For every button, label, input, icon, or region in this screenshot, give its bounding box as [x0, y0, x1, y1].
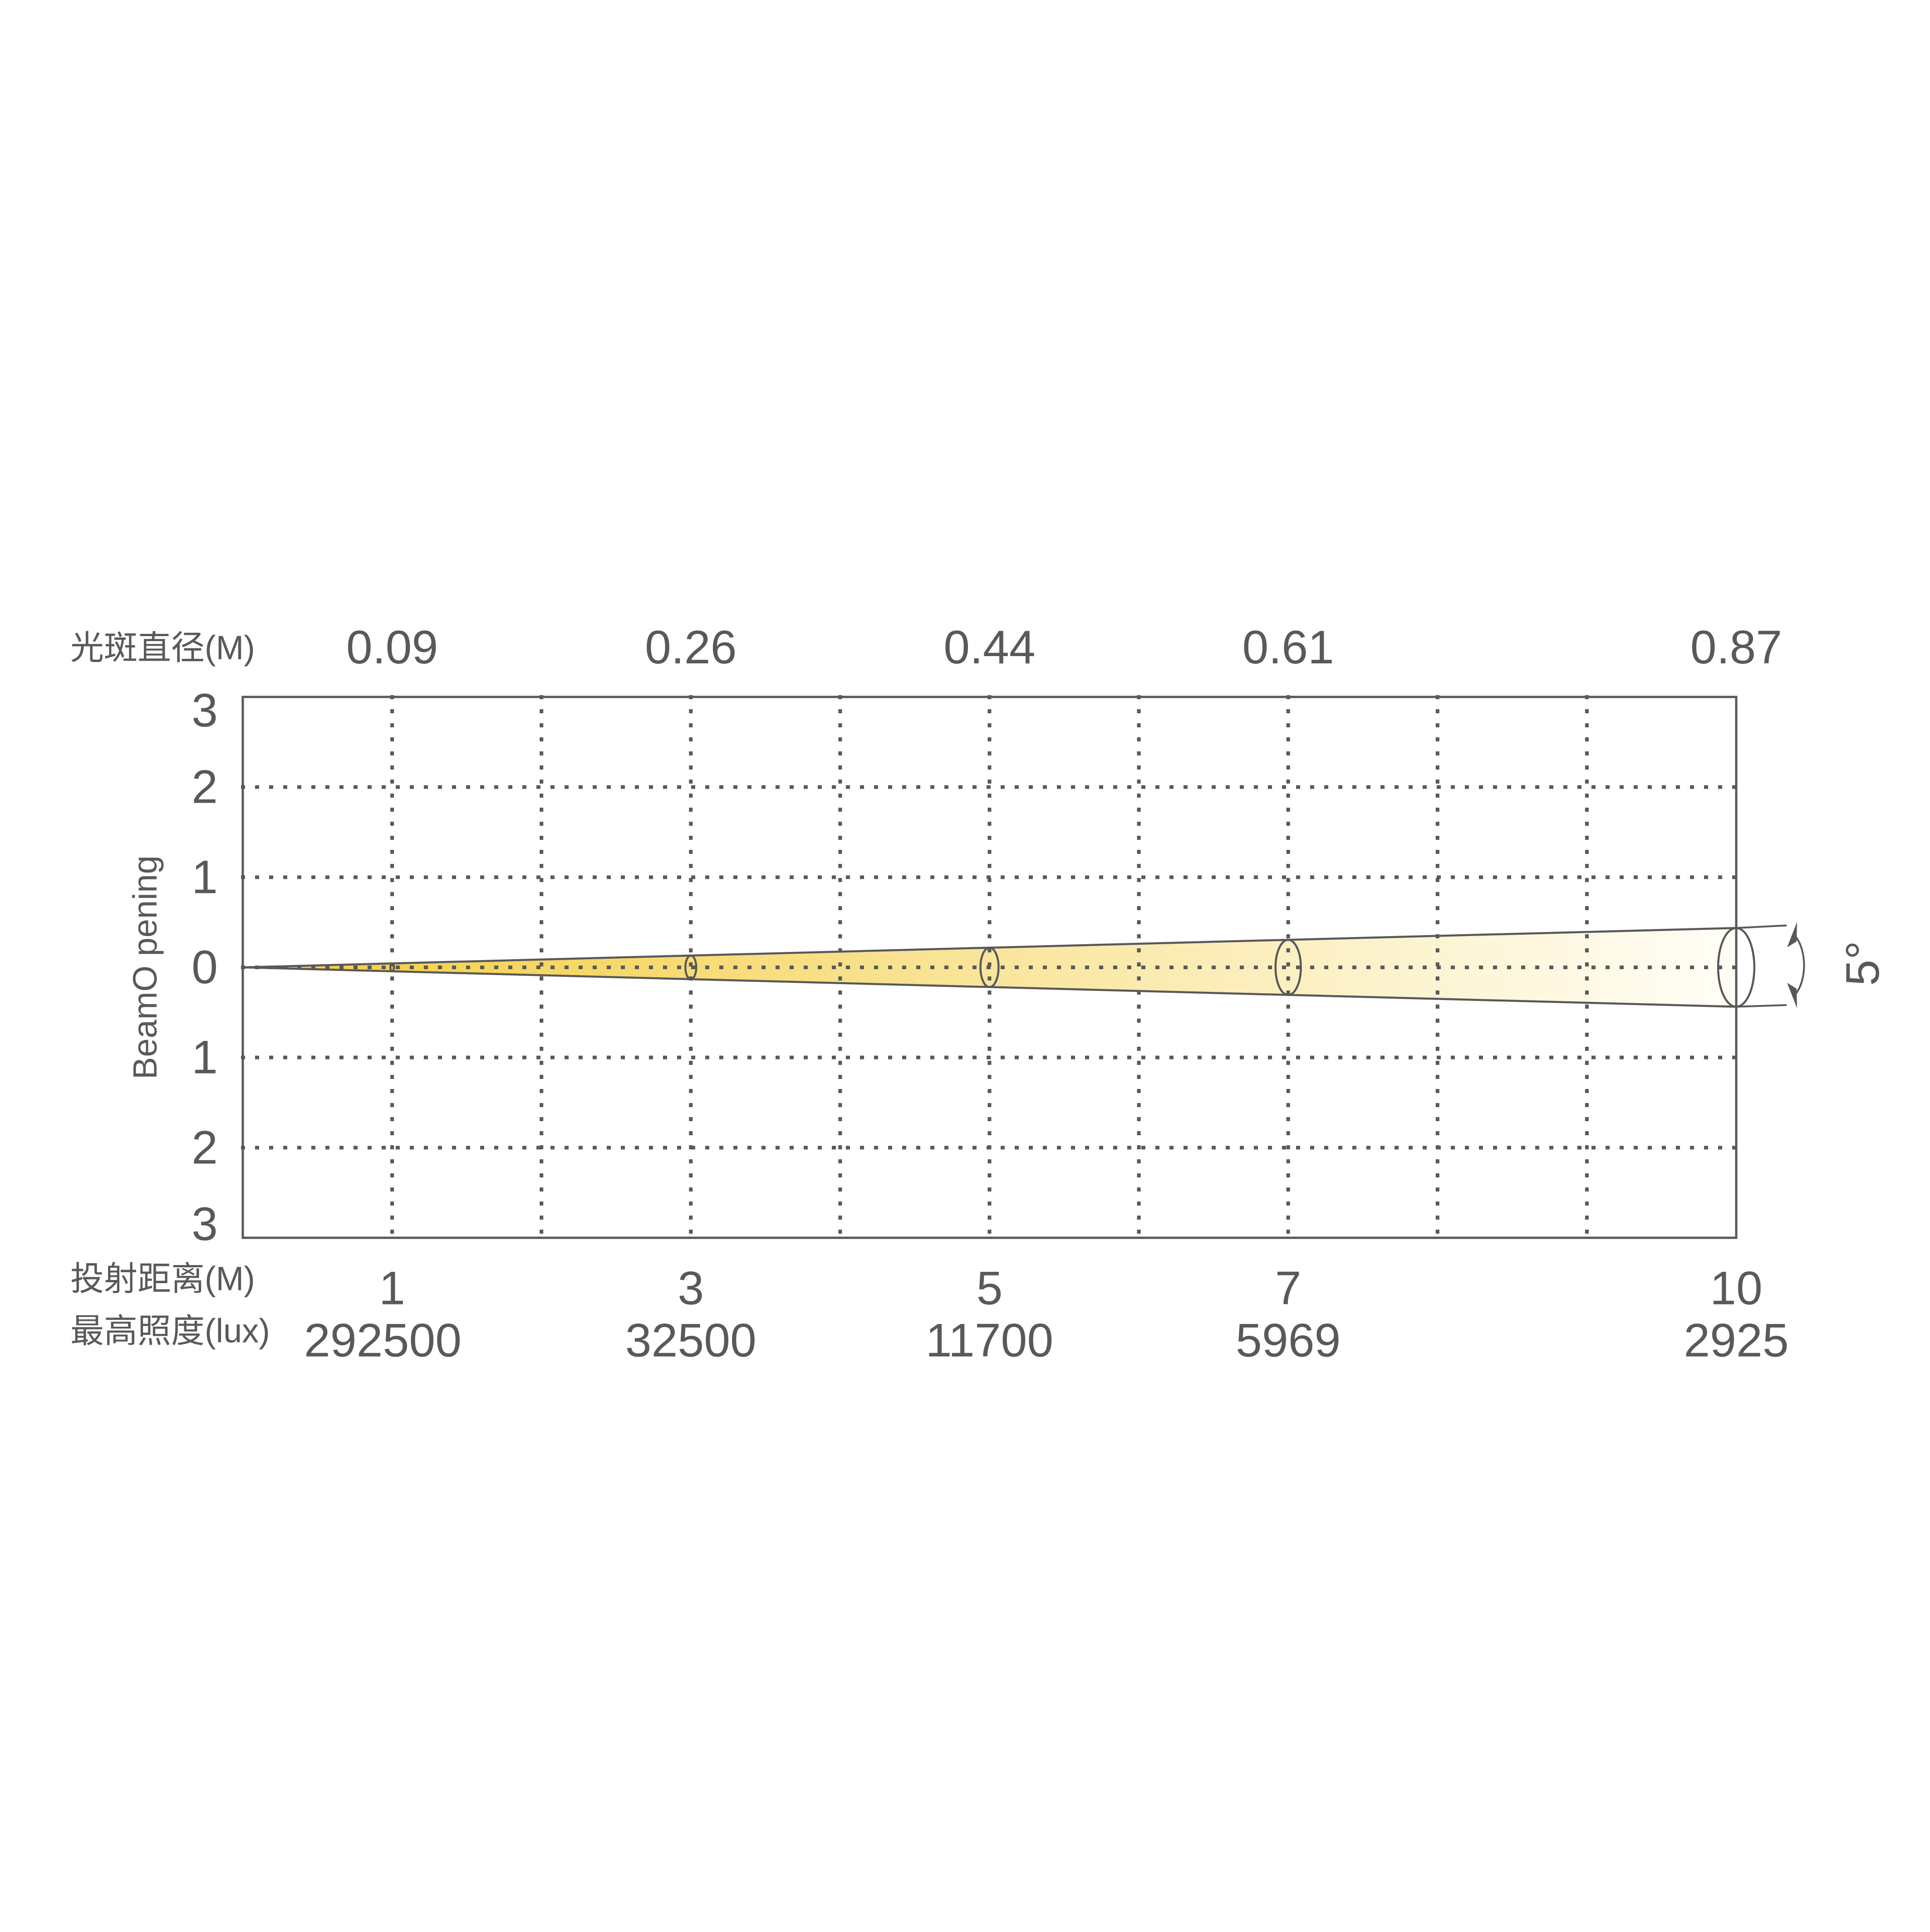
- svg-text:1: 1: [379, 1262, 405, 1314]
- svg-text:3: 3: [678, 1262, 704, 1314]
- svg-text:0.09: 0.09: [346, 621, 438, 674]
- svg-text:0.61: 0.61: [1242, 621, 1334, 674]
- svg-text:5: 5: [977, 1262, 1003, 1314]
- svg-text:5°: 5°: [1837, 941, 1889, 986]
- svg-text:7: 7: [1275, 1262, 1301, 1314]
- svg-text:5969: 5969: [1236, 1314, 1341, 1367]
- svg-text:32500: 32500: [625, 1314, 756, 1367]
- svg-text:1: 1: [192, 1031, 218, 1084]
- svg-text:2: 2: [192, 1121, 218, 1174]
- svg-text:0.87: 0.87: [1690, 621, 1782, 674]
- svg-text:光斑直径(M): 光斑直径(M): [70, 629, 255, 667]
- svg-text:BeamO pening: BeamO pening: [126, 855, 164, 1079]
- svg-text:1: 1: [192, 851, 218, 903]
- svg-text:292500: 292500: [304, 1314, 462, 1367]
- svg-text:10: 10: [1710, 1262, 1763, 1314]
- svg-text:2925: 2925: [1684, 1314, 1788, 1367]
- svg-text:0.44: 0.44: [943, 621, 1035, 674]
- svg-text:0: 0: [192, 941, 218, 994]
- svg-text:2: 2: [192, 761, 218, 814]
- svg-text:11700: 11700: [926, 1314, 1053, 1367]
- svg-text:投射距离(M): 投射距离(M): [70, 1260, 255, 1298]
- svg-text:0.26: 0.26: [645, 621, 737, 674]
- svg-text:最高照度(lux): 最高照度(lux): [70, 1312, 270, 1350]
- svg-text:3: 3: [192, 684, 218, 737]
- svg-text:3: 3: [192, 1198, 218, 1250]
